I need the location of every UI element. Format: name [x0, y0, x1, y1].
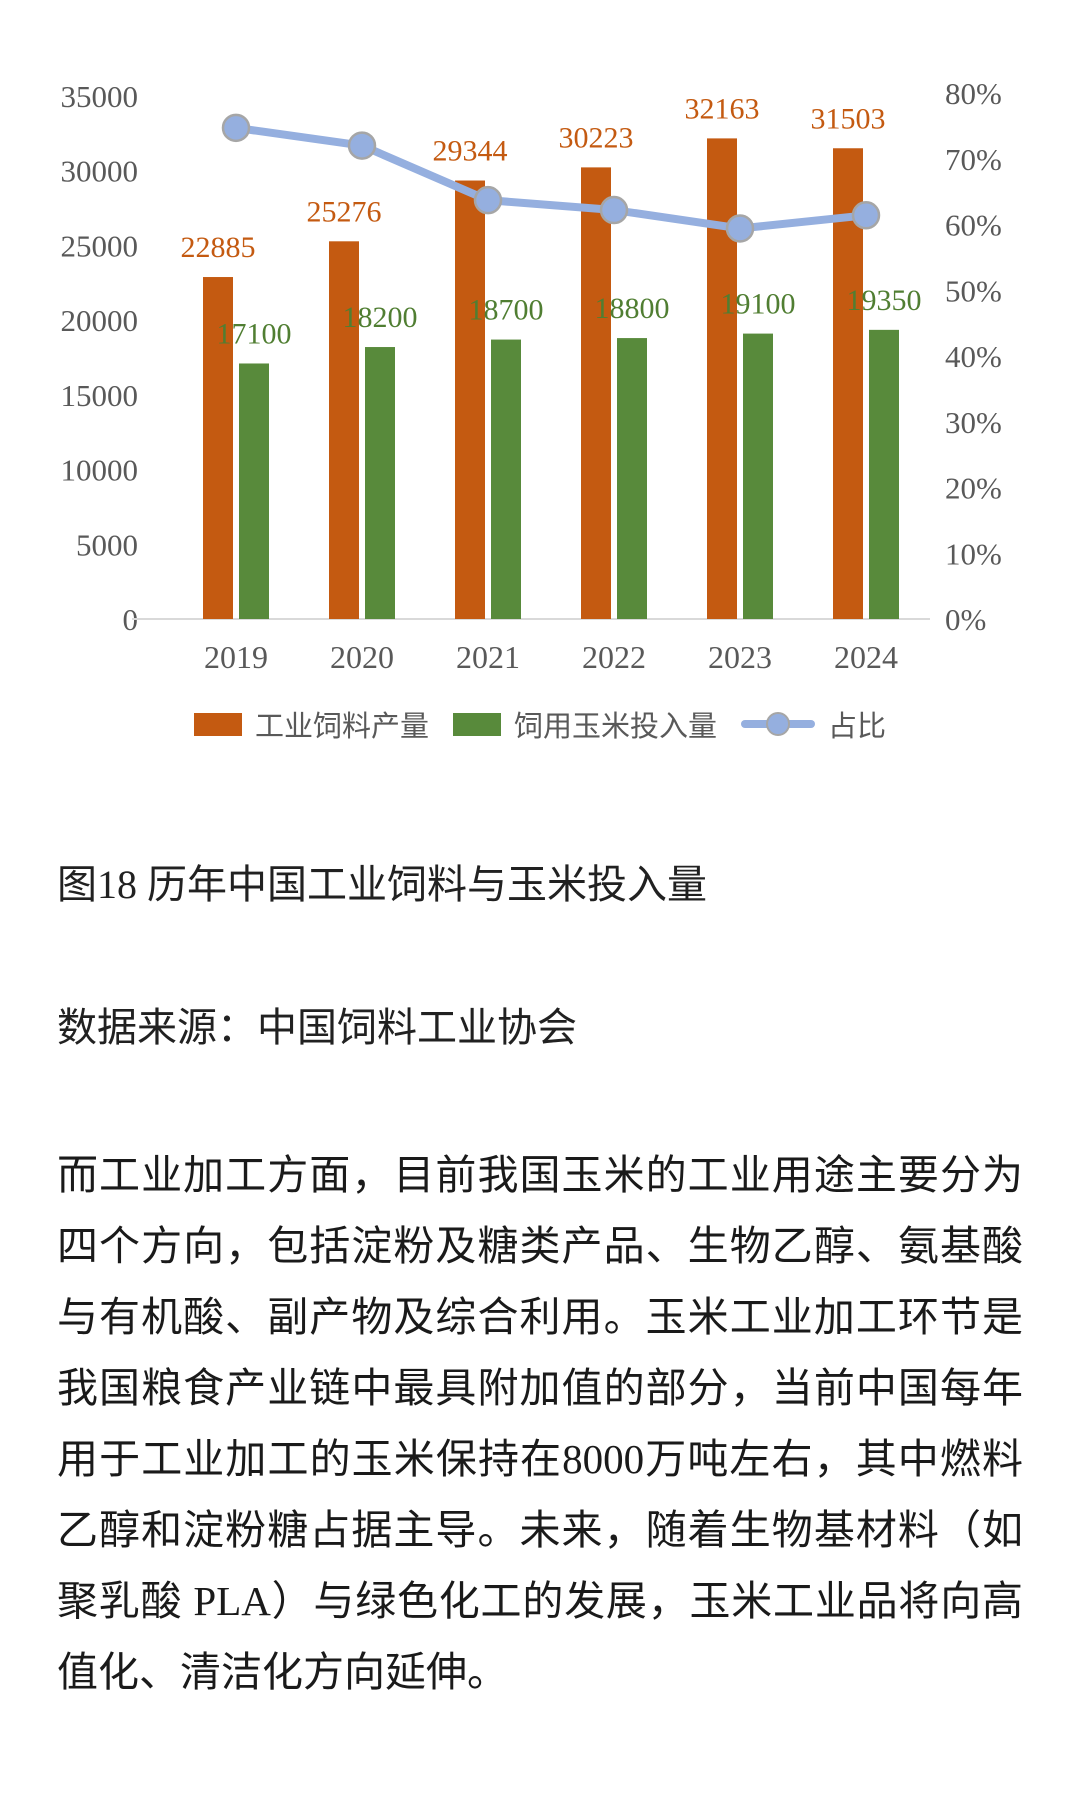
- legend-item: 饲用玉米投入量: [452, 703, 717, 745]
- bar-feed-corn: [491, 339, 521, 619]
- x-axis-year-label: 2019: [204, 639, 268, 675]
- bar-feed-corn: [365, 347, 395, 619]
- chart-legend: 工业饲料产量 饲用玉米投入量 占比: [0, 703, 1080, 745]
- legend-item: 工业饲料产量: [193, 703, 429, 745]
- bar-data-label: 18800: [595, 292, 670, 325]
- bar-data-label: 30223: [559, 121, 634, 154]
- bar-feed-corn: [617, 338, 647, 619]
- data-source: 数据来源：中国饲料工业协会: [57, 1005, 577, 1050]
- bar-feed-corn: [743, 333, 773, 619]
- right-axis-tick: 20%: [945, 471, 1002, 506]
- ratio-line-marker: [473, 185, 503, 215]
- x-axis-year-label: 2021: [456, 639, 520, 675]
- bar-data-label: 17100: [217, 317, 292, 350]
- left-axis-tick: 5000: [76, 527, 138, 562]
- left-axis-tick: 20000: [61, 303, 139, 338]
- legend-swatch-icon: [193, 712, 242, 736]
- legend-label: 饲用玉米投入量: [513, 711, 717, 743]
- bar-data-label: 18200: [343, 301, 418, 334]
- left-axis-tick: 30000: [61, 154, 139, 189]
- bar-data-label: 19100: [721, 288, 796, 321]
- legend-label: 占比: [828, 711, 887, 743]
- x-axis-year-label: 2023: [708, 639, 772, 675]
- bar-data-label: 18700: [469, 294, 544, 327]
- ratio-line-marker: [851, 201, 881, 230]
- bar-data-label: 29344: [433, 135, 508, 168]
- bar-industrial-feed: [707, 138, 737, 619]
- legend-swatch-icon: [452, 712, 501, 736]
- feed-corn-combo-chart: 0 5000 10000 15000 20000 25000 30000 35000 0% 10%…: [61, 76, 1002, 675]
- right-axis-tick: 40%: [945, 339, 1002, 374]
- bar-data-label: 22885: [181, 231, 256, 264]
- bar-data-label: 25276: [307, 195, 382, 228]
- right-axis-tick: 80%: [945, 76, 1002, 111]
- left-axis-tick: 35000: [61, 79, 139, 114]
- bar-feed-corn: [869, 329, 899, 619]
- legend-label: 工业饲料产量: [254, 711, 429, 743]
- ratio-line-marker: [221, 113, 251, 143]
- right-axis-tick: 10%: [945, 536, 1002, 571]
- left-axis-tick: 25000: [61, 228, 139, 263]
- right-axis-tick: 50%: [945, 273, 1002, 308]
- left-axis-tick: 15000: [61, 378, 139, 413]
- bar-feed-corn: [239, 363, 269, 619]
- right-axis-tick: 60%: [945, 208, 1002, 243]
- body-paragraph: 而工业加工方面，目前我国玉米的工业用途主要分为四个方向，包括淀粉及糖类产品、生物…: [57, 1152, 1023, 1695]
- right-axis-tick: 0%: [945, 602, 986, 637]
- x-axis-year-label: 2022: [582, 639, 646, 675]
- legend-item: 占比: [741, 703, 886, 745]
- bar-industrial-feed: [329, 241, 359, 620]
- ratio-line: [232, 123, 870, 233]
- x-axis-year-label: 2024: [834, 639, 898, 675]
- bar-data-label: 19350: [847, 284, 922, 317]
- bar-industrial-feed: [203, 277, 233, 619]
- bar-data-label: 32163: [685, 92, 760, 125]
- left-axis-tick: 10000: [61, 453, 139, 488]
- figure-caption: 图18 历年中国工业饲料与玉米投入量: [57, 862, 707, 907]
- right-axis-tick: 70%: [945, 142, 1002, 177]
- legend-line-marker-icon: [741, 712, 815, 736]
- ratio-line-marker: [347, 131, 377, 160]
- ratio-line-marker: [725, 214, 755, 243]
- legend-dot-icon: [766, 712, 790, 736]
- bar-data-label: 31503: [811, 102, 886, 135]
- right-axis-tick: 30%: [945, 405, 1002, 440]
- ratio-line-marker: [599, 195, 629, 225]
- left-axis-tick: 0: [123, 602, 139, 637]
- bar-industrial-feed: [455, 180, 485, 620]
- x-axis-year-label: 2020: [330, 639, 394, 675]
- bar-industrial-feed: [581, 167, 611, 620]
